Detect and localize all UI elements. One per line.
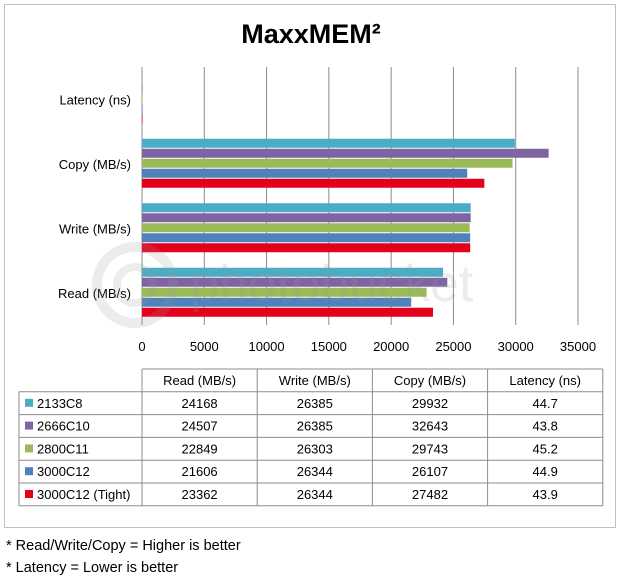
bar: [142, 84, 143, 94]
table-cell: 26107: [412, 464, 448, 479]
table-cell: 26385: [297, 396, 333, 411]
x-tick-label: 15000: [311, 339, 347, 354]
table-cell: 43.8: [533, 419, 558, 434]
table-cell: 26303: [297, 441, 333, 456]
legend-swatch: [25, 421, 33, 430]
bar: [142, 213, 471, 223]
table-header: Copy (MB/s): [394, 373, 466, 388]
bar: [142, 158, 513, 168]
bar: [142, 233, 471, 243]
legend-swatch: [25, 398, 33, 407]
footnote-higher-better: * Read/Write/Copy = Higher is better: [6, 538, 241, 554]
table-cell: 24507: [182, 419, 218, 434]
category-label: Latency (ns): [59, 92, 131, 107]
bar: [142, 297, 412, 307]
bar: [142, 148, 549, 158]
legend-entry: 2800C11: [37, 441, 89, 456]
table-cell: 32643: [412, 419, 448, 434]
bar: [142, 104, 143, 114]
legend-entry: 3000C12 (Tight): [37, 487, 130, 502]
table-cell: 26344: [297, 487, 333, 502]
bar: [142, 287, 427, 297]
table-cell: 21606: [182, 464, 218, 479]
legend-swatch: [25, 490, 33, 498]
x-tick-label: 30000: [498, 339, 534, 354]
legend-entry: 2666C10: [37, 419, 90, 434]
bar: [142, 94, 143, 104]
chart-title: MaxxMEM²: [241, 19, 381, 49]
bar: [142, 138, 515, 148]
chart-svg: MaxxMEM² 0 5000 10000 15000 20000 25000 30000 35…: [18, 19, 604, 507]
table-cell: 43.9: [533, 487, 558, 502]
bar: [142, 223, 470, 233]
table-header: Latency (ns): [509, 373, 581, 388]
category-label: Copy (MB/s): [59, 157, 131, 172]
bar: [142, 114, 143, 124]
table-header: Write (MB/s): [279, 373, 351, 388]
table-cell: 22849: [182, 441, 218, 456]
table-cell: 23362: [182, 487, 218, 502]
table-header: Read (MB/s): [163, 373, 236, 388]
footnote-lower-better: * Latency = Lower is better: [6, 560, 179, 576]
legend-swatch: [25, 444, 33, 453]
table-cell: 26385: [297, 419, 333, 434]
x-tick-label: 25000: [435, 339, 471, 354]
x-tick-label: 0: [138, 339, 145, 354]
bar: [142, 74, 143, 84]
bar: [142, 307, 434, 317]
x-tick-label: 35000: [560, 339, 596, 354]
category-label: Read (MB/s): [58, 286, 131, 301]
legend-swatch: [25, 467, 33, 476]
bar: [142, 203, 471, 213]
category-label: Write (MB/s): [59, 221, 131, 236]
bar: [142, 243, 471, 253]
table-cell: 44.9: [533, 464, 558, 479]
x-tick-label: 5000: [190, 339, 219, 354]
table-cell: 29743: [412, 441, 448, 456]
footnotes: * Read/Write/Copy = Higher is better * L…: [6, 535, 241, 579]
bar: [142, 267, 444, 277]
x-tick-label: 10000: [248, 339, 284, 354]
table-cell: 24168: [182, 396, 218, 411]
chart-frame: MaxxMEM² 0 5000 10000 15000 20000 25000 30000 35…: [4, 4, 616, 528]
table-cell: 26344: [297, 464, 333, 479]
bar: [142, 178, 485, 188]
legend-entry: 2133C8: [37, 396, 83, 411]
bar: [142, 168, 468, 178]
table-cell: 44.7: [533, 396, 558, 411]
legend-entry: 3000C12: [37, 464, 90, 479]
table-cell: 27482: [412, 487, 448, 502]
table-cell: 29932: [412, 396, 448, 411]
bar: [142, 277, 448, 287]
table-cell: 45.2: [533, 441, 558, 456]
x-tick-label: 20000: [373, 339, 409, 354]
